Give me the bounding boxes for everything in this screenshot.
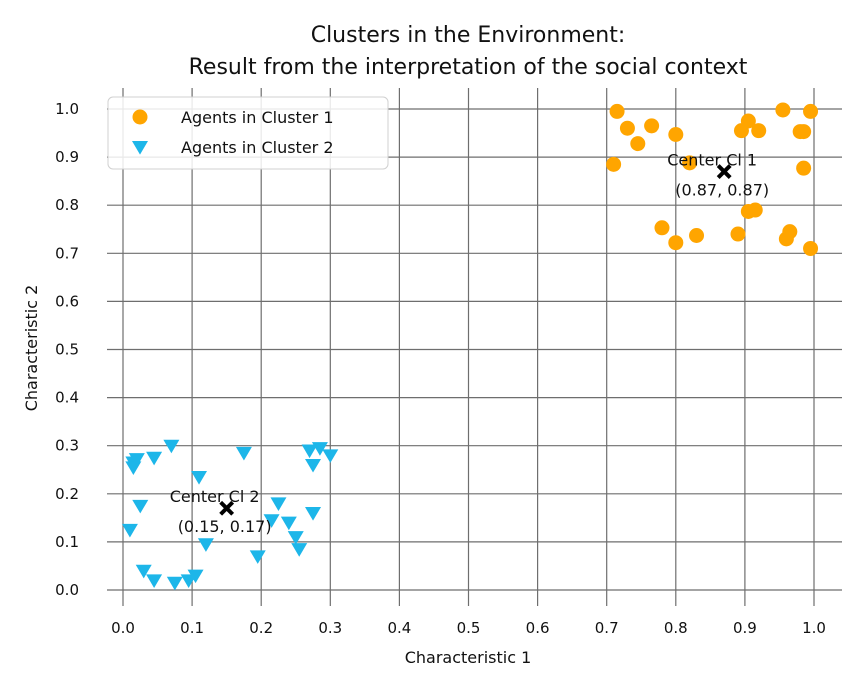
cluster-1-point <box>796 124 812 140</box>
cluster-2-point <box>291 543 308 557</box>
y-tick-label: 0.1 <box>55 533 79 551</box>
cluster-1-point <box>668 126 684 142</box>
center-coords-1: (0.87, 0.87) <box>675 181 769 200</box>
legend-label-1: Agents in Cluster 1 <box>181 108 334 127</box>
cluster-1-point <box>619 120 635 136</box>
cluster-1-point <box>609 103 625 119</box>
cluster-2-point <box>280 516 297 531</box>
cluster-1-point <box>775 102 791 118</box>
tick-layer: 0.0 0.1 0.2 0.3 0.4 0.5 0.6 0.7 0.8 0.9 1.0 0.0 0.1 0… <box>55 100 826 637</box>
legend-marker-2 <box>132 141 148 155</box>
center-marker-2 <box>219 500 235 516</box>
cluster-1-point <box>751 123 767 139</box>
cluster-1-point <box>730 226 746 242</box>
cluster-2-point <box>166 576 183 591</box>
cluster-2-point <box>311 442 328 456</box>
cluster-2-point <box>270 497 287 512</box>
legend-box <box>107 96 389 170</box>
cluster-2-point <box>263 514 280 528</box>
cluster-2-point <box>146 451 163 466</box>
legend-label-2: Agents in Cluster 2 <box>181 138 334 157</box>
cluster-1-point <box>689 228 705 244</box>
y-tick-label: 0.0 <box>55 581 79 599</box>
center-layer: Center Cl 1 (0.87, 0.87) Center Cl 2 (0.15,… <box>170 151 769 537</box>
cluster-2-point <box>301 444 318 459</box>
center-marker-1 <box>716 164 732 179</box>
cluster-1-point <box>796 160 812 176</box>
cluster-1-point <box>782 224 798 240</box>
cluster-2-point <box>125 461 142 475</box>
center-coords-2: (0.15, 0.17) <box>178 517 272 536</box>
x-tick-label: 1.0 <box>802 619 826 637</box>
y-tick-label: 1.0 <box>55 100 79 118</box>
cluster-2-point <box>163 439 180 454</box>
cluster-2-point <box>235 446 252 461</box>
cluster-2-point <box>322 449 339 463</box>
center-x-stroke <box>716 164 732 179</box>
cluster-1-point <box>803 103 819 119</box>
x-tick-label: 0.0 <box>111 619 135 637</box>
y-tick-label: 0.5 <box>55 341 79 359</box>
cluster-1-point <box>630 136 646 152</box>
y-tick-label: 0.8 <box>55 196 79 214</box>
x-tick-label: 0.3 <box>318 619 342 637</box>
cluster-1-point <box>644 118 660 134</box>
x-tick-label: 0.8 <box>664 619 688 637</box>
y-tick-label: 0.4 <box>55 389 79 407</box>
y-tick-label: 0.6 <box>55 292 79 310</box>
center-label-1: Center Cl 1 <box>667 151 757 170</box>
cluster-1-point <box>654 220 670 236</box>
cluster-2-point <box>287 531 304 545</box>
cluster-1-point <box>668 235 684 251</box>
y-tick-label: 0.9 <box>55 148 79 166</box>
cluster-2-point <box>305 458 322 473</box>
cluster-2-point <box>146 574 163 588</box>
x-tick-label: 0.9 <box>733 619 757 637</box>
chart-subtitle: Result from the interpretation of the so… <box>189 55 748 80</box>
cluster-2-point <box>121 523 138 538</box>
x-tick-label: 0.2 <box>249 619 273 637</box>
cluster-2-point <box>128 453 145 467</box>
cluster-2-point <box>187 569 204 584</box>
cluster-2-point <box>197 538 214 552</box>
cluster-1-point <box>747 202 763 218</box>
x-tick-label: 0.5 <box>457 619 481 637</box>
grid-layer <box>107 88 842 606</box>
x-tick-label: 0.6 <box>526 619 550 637</box>
point-layer <box>121 102 819 591</box>
y-tick-label: 0.7 <box>55 244 79 262</box>
cluster-2-point <box>249 550 266 564</box>
cluster-1-point <box>682 155 698 171</box>
cluster-2-point <box>305 507 322 521</box>
cluster-2-point <box>135 564 152 579</box>
center-x-stroke <box>219 500 235 516</box>
cluster-2-point <box>132 499 149 514</box>
legend: Agents in Cluster 1 Agents in Cluster 2 <box>107 96 389 170</box>
chart-title: Clusters in the Environment: <box>311 23 626 48</box>
cluster-1-point <box>606 156 622 172</box>
y-tick-label: 0.3 <box>55 437 79 455</box>
cluster-1-point <box>740 113 756 129</box>
cluster-2-point <box>191 470 208 485</box>
legend-marker-1 <box>132 109 148 125</box>
y-axis-label: Characteristic 2 <box>22 285 41 412</box>
cluster-1-point <box>803 240 819 256</box>
x-tick-label: 0.7 <box>595 619 619 637</box>
x-tick-label: 0.4 <box>387 619 411 637</box>
x-axis-label: Characteristic 1 <box>405 648 532 667</box>
center-label-2: Center Cl 2 <box>170 487 260 506</box>
y-tick-label: 0.2 <box>55 485 79 503</box>
x-tick-label: 0.1 <box>180 619 204 637</box>
